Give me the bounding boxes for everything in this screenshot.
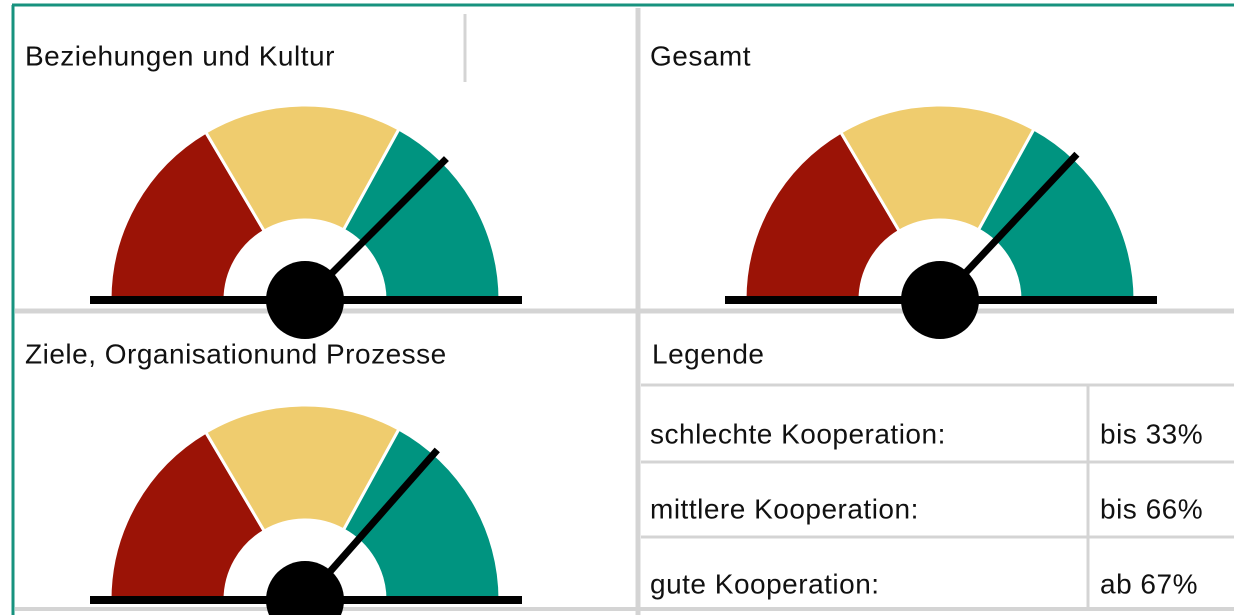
gauge-band — [838, 103, 1036, 234]
gauge-band — [743, 130, 902, 302]
legend-range: bis 66% — [1100, 493, 1203, 524]
gauge-title: Ziele, Organisationund Prozesse — [25, 338, 447, 369]
legend-label: schlechte Kooperation: — [650, 418, 946, 449]
gauge-needle — [302, 156, 449, 303]
gauge-band — [203, 103, 401, 234]
gauge-band — [976, 127, 1137, 302]
gauge-band — [203, 403, 401, 534]
legend-range: ab 67% — [1100, 568, 1198, 599]
legend-title: Legende — [652, 338, 765, 369]
gauge-band — [341, 427, 502, 602]
legend-label: mittlere Kooperation: — [650, 493, 919, 524]
gauge-title: Gesamt — [650, 40, 751, 71]
gauge-needle — [937, 151, 1080, 303]
legend-range: bis 33% — [1100, 418, 1203, 449]
gauge-band — [108, 430, 267, 602]
legend-label: gute Kooperation: — [650, 568, 880, 599]
gauge-band — [108, 130, 267, 302]
gauge-title: Beziehungen und Kultur — [25, 40, 335, 71]
gauge-needle — [302, 447, 440, 603]
